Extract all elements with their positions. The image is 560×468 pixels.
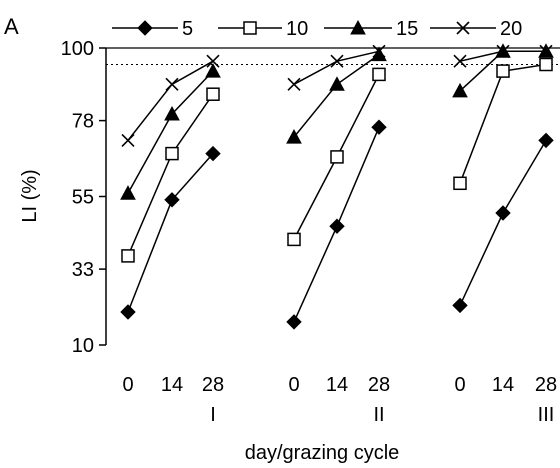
y-tick-label: 55 [72, 187, 94, 209]
plot-area [120, 43, 554, 330]
data-point [165, 146, 179, 161]
legend-marker [243, 21, 257, 35]
series-20-line [127, 60, 214, 141]
x-tick-label: 14 [161, 374, 183, 396]
data-point [371, 119, 387, 135]
series-15-line [293, 53, 380, 138]
panel-letter: A [4, 14, 19, 39]
series-15 [120, 43, 554, 200]
x-tick-label: 0 [454, 374, 465, 396]
data-point [495, 205, 511, 221]
x-tick-label: 28 [368, 374, 390, 396]
data-point [330, 150, 344, 164]
data-point [206, 54, 220, 68]
data-point [330, 54, 344, 68]
data-point [206, 87, 220, 101]
data-point [452, 297, 468, 314]
data-point [286, 129, 302, 144]
data-point [371, 46, 387, 62]
data-point [372, 44, 386, 58]
data-point [453, 176, 467, 191]
series-10 [121, 57, 553, 263]
legend-item-5: 5 [112, 18, 193, 40]
data-point [372, 67, 386, 82]
series-5-line [127, 153, 214, 313]
cycle-label: II [373, 404, 384, 426]
series-5 [120, 119, 554, 330]
y-tick-label: 100 [61, 38, 94, 60]
x-tick-label: 28 [202, 374, 224, 396]
x-tick-label: 0 [122, 374, 133, 396]
data-point [165, 77, 179, 91]
data-point [538, 132, 554, 149]
legend-label: 10 [286, 18, 308, 40]
data-point [121, 133, 135, 147]
axes: 10 33 55 78 100 0 14 28 I 0 14 28 II 0 14 28 III [61, 38, 560, 426]
series-15-line [127, 70, 214, 194]
legend-label: 20 [500, 18, 522, 40]
legend-item-15: 15 [324, 18, 418, 40]
data-point [539, 57, 553, 72]
y-tick-label: 10 [72, 335, 94, 357]
y-axis-label: LI (%) [19, 169, 41, 222]
legend-marker [137, 20, 153, 36]
legend-marker [456, 21, 470, 35]
x-axis-label: day/grazing cycle [245, 442, 400, 464]
data-point [453, 54, 467, 68]
data-point [286, 314, 302, 330]
x-tick-label: 14 [492, 374, 514, 396]
x-tick-label: 0 [288, 374, 299, 396]
legend-item-10: 10 [218, 18, 308, 40]
cycle-label: III [538, 404, 555, 426]
legend: 5 10 15 20 [112, 18, 522, 40]
legend-label: 5 [182, 18, 193, 40]
data-point [287, 77, 301, 91]
data-point [539, 44, 553, 58]
legend-marker [350, 19, 366, 35]
x-tick-label: 14 [326, 374, 348, 396]
series-5-line [459, 140, 547, 306]
legend-label: 15 [396, 18, 418, 40]
series-10-line [459, 63, 547, 184]
data-point [496, 44, 510, 58]
cycle-label: I [210, 404, 216, 426]
data-point [120, 185, 136, 200]
legend-item-20: 20 [430, 18, 522, 40]
y-tick-label: 78 [72, 111, 94, 133]
data-point [164, 192, 180, 208]
data-point [329, 218, 345, 234]
series-20 [121, 44, 553, 147]
data-point [329, 76, 345, 91]
data-point [205, 145, 221, 162]
data-point [164, 105, 180, 121]
data-point [452, 82, 468, 98]
x-tick-label: 28 [535, 374, 557, 396]
data-point [120, 304, 136, 320]
y-tick-label: 33 [72, 259, 94, 281]
data-point [496, 64, 510, 78]
data-point [121, 249, 135, 263]
data-point [287, 232, 301, 247]
data-point [205, 63, 221, 78]
